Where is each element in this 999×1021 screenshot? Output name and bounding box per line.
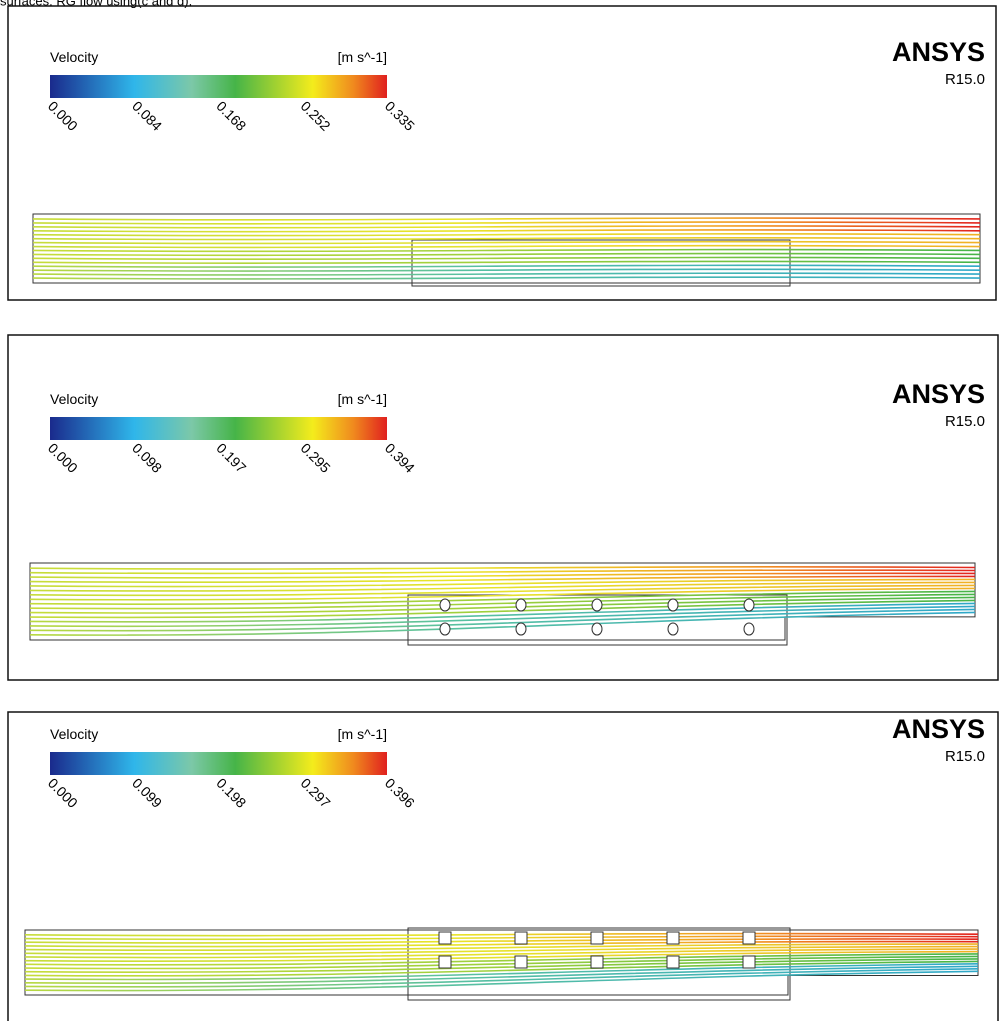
legend-tick-label: 0.168 — [213, 98, 249, 134]
streamline — [33, 238, 980, 240]
domain-outline — [30, 563, 975, 640]
legend-title: Velocity — [50, 726, 98, 742]
obstacle — [516, 599, 526, 611]
legend-tick-label: 0.197 — [213, 440, 249, 476]
legend-tick-label: 0.099 — [129, 775, 165, 811]
panel-frame — [8, 6, 996, 300]
streamline — [33, 234, 980, 236]
legend-tick-label: 0.297 — [298, 775, 334, 811]
streamline — [25, 934, 978, 936]
figure: surfaces: RG flow using(c and d). Veloci… — [0, 0, 999, 1021]
color-bar — [50, 417, 387, 440]
panel: Velocity [m s^-1] 0.000 0.098 0.197 0.295 0.39… — [8, 335, 998, 680]
streamline — [33, 265, 980, 267]
legend-tick-label: 0.394 — [382, 440, 418, 476]
legend-unit: [m s^-1] — [338, 49, 387, 65]
obstacle — [667, 932, 679, 944]
legend-tick-label: 0.000 — [45, 98, 81, 134]
version: R15.0 — [945, 71, 985, 88]
version: R15.0 — [945, 748, 985, 765]
caption: surfaces: RG flow using(c and d). — [0, 0, 192, 8]
streamline — [30, 567, 975, 569]
streamline — [33, 230, 980, 232]
streamline — [33, 218, 980, 220]
obstacle — [667, 956, 679, 968]
obstacle — [592, 599, 602, 611]
streamline — [33, 277, 980, 279]
obstacle — [592, 623, 602, 635]
legend-tick-label: 0.098 — [129, 440, 165, 476]
obstacle — [744, 623, 754, 635]
obstacle — [591, 956, 603, 968]
legend-tick-label: 0.198 — [213, 775, 249, 811]
legend-unit: [m s^-1] — [338, 726, 387, 742]
legend-title: Velocity — [50, 49, 98, 65]
obstacle — [743, 956, 755, 968]
obstacle — [743, 932, 755, 944]
obstacle — [440, 599, 450, 611]
legend-tick-label: 0.000 — [45, 775, 81, 811]
obstacle — [440, 623, 450, 635]
obstacle — [439, 956, 451, 968]
obstacle — [668, 623, 678, 635]
brand-logo: ANSYS — [892, 714, 985, 744]
streamline — [30, 588, 975, 599]
obstacle — [515, 932, 527, 944]
streamline — [33, 242, 980, 244]
panel: Velocity [m s^-1] 0.000 0.099 0.198 0.297 0.39… — [8, 712, 998, 1021]
legend-tick-label: 0.396 — [382, 775, 418, 811]
streamline — [33, 269, 980, 271]
streamline — [33, 261, 980, 263]
legend-tick-label: 0.000 — [45, 440, 81, 476]
legend-title: Velocity — [50, 391, 98, 407]
color-bar — [50, 75, 387, 98]
brand-logo: ANSYS — [892, 37, 985, 67]
obstacle — [591, 932, 603, 944]
obstacle — [668, 599, 678, 611]
obstacle — [744, 599, 754, 611]
legend-tick-label: 0.295 — [298, 440, 334, 476]
legend-unit: [m s^-1] — [338, 391, 387, 407]
panel: Velocity [m s^-1] 0.000 0.084 0.168 0.252 0.33… — [8, 6, 996, 300]
obstacle — [439, 932, 451, 944]
streamline — [25, 952, 978, 962]
legend-tick-label: 0.084 — [129, 98, 165, 134]
page: surfaces: RG flow using(c and d). Veloci… — [0, 0, 999, 1021]
obstacle — [516, 623, 526, 635]
streamline — [33, 257, 980, 259]
streamline — [33, 273, 980, 275]
streamline — [33, 254, 980, 256]
streamline — [33, 222, 980, 224]
obstacle — [515, 956, 527, 968]
streamline — [33, 246, 980, 248]
streamline — [33, 226, 980, 228]
version: R15.0 — [945, 413, 985, 430]
brand-logo: ANSYS — [892, 379, 985, 409]
legend-tick-label: 0.252 — [298, 98, 334, 134]
panel-frame — [8, 335, 998, 680]
streamline — [33, 250, 980, 252]
legend-tick-label: 0.335 — [382, 98, 418, 134]
color-bar — [50, 752, 387, 775]
